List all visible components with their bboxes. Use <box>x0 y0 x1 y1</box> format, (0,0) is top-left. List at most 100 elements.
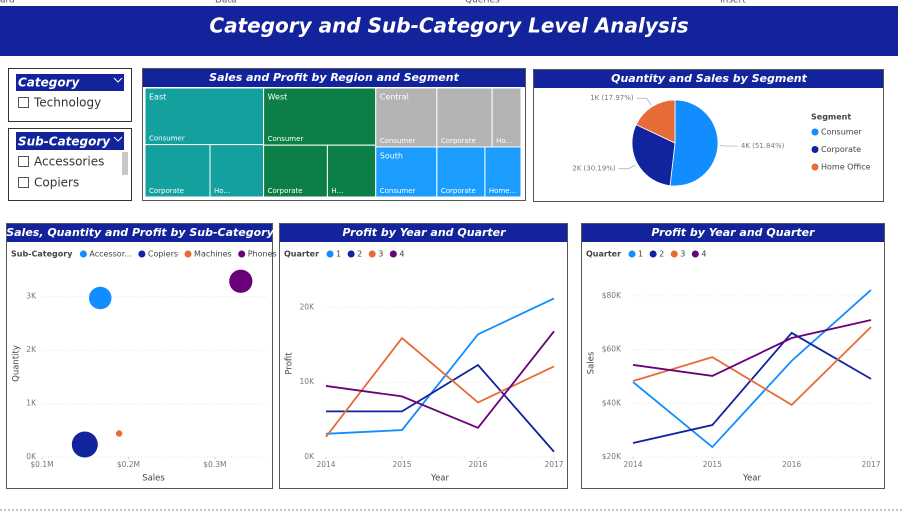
slicer-header[interactable] <box>16 74 124 91</box>
slicer-item[interactable]: Accessories <box>34 155 104 169</box>
scrollbar[interactable] <box>122 152 128 175</box>
slicer-title: Category <box>18 76 81 90</box>
treemap-cell <box>263 144 328 198</box>
series-line <box>632 326 872 407</box>
x-tick-label: 2015 <box>703 460 722 469</box>
bubble <box>88 286 112 310</box>
cell-label: Ho... <box>496 137 512 145</box>
legend-entry: Consumer <box>821 128 863 137</box>
cell-label: Consumer <box>380 187 416 195</box>
chart-title: Quantity and Sales by Segment <box>611 72 808 85</box>
checkbox[interactable] <box>18 97 29 108</box>
legend-marker <box>238 250 246 258</box>
legend-entry: 3 <box>378 250 383 259</box>
legend-marker <box>670 250 678 258</box>
y-tick-label: 2K <box>26 345 37 354</box>
slicer-item[interactable]: Copiers <box>34 176 79 190</box>
cell-label: Corporate <box>268 187 303 195</box>
region-label: Central <box>380 93 409 102</box>
y-axis-label: Profit <box>285 352 295 375</box>
cell-label: Corporate <box>149 187 184 195</box>
series-line <box>325 330 555 429</box>
chart-title: Sales, Quantity and Profit by Sub-Catego… <box>6 226 274 239</box>
page-title: Category and Sub-Category Level Analysis <box>209 14 688 38</box>
y-tick-label: $80K <box>602 291 622 300</box>
slicer-header[interactable] <box>16 132 124 150</box>
checkbox[interactable] <box>18 156 29 167</box>
legend-marker <box>79 250 87 258</box>
legend-marker <box>649 250 657 258</box>
legend-title: Quarter <box>586 250 621 259</box>
legend-marker <box>811 163 819 171</box>
cell-label: H... <box>331 187 343 195</box>
panel-title-bar <box>143 69 525 87</box>
y-tick-label: 20K <box>300 302 316 311</box>
tab[interactable]: Data <box>215 0 237 6</box>
panel <box>581 223 885 489</box>
panel-title-bar <box>7 224 272 242</box>
x-tick-label: 2017 <box>544 460 563 469</box>
tab[interactable]: ard <box>0 0 15 6</box>
legend-marker <box>691 250 699 258</box>
region-label: East <box>149 93 166 102</box>
cell-label: Home... <box>489 187 516 195</box>
legend-entry: 1 <box>638 250 643 259</box>
checkbox[interactable] <box>18 177 29 188</box>
x-tick-label: 2014 <box>623 460 642 469</box>
slicer-item[interactable]: Technology <box>33 96 101 110</box>
x-tick-label: $0.3M <box>203 460 226 469</box>
treemap-cell <box>144 87 265 146</box>
y-tick-label: $60K <box>602 345 622 354</box>
legend-marker <box>389 250 397 258</box>
leader-line <box>636 97 652 106</box>
legend-entry: 4 <box>701 250 706 259</box>
panel-title-bar <box>280 224 567 242</box>
chevron[interactable] <box>113 136 123 142</box>
bubble <box>229 269 253 293</box>
chart-title: Sales and Profit by Region and Segment <box>209 71 459 84</box>
bubble <box>115 430 123 437</box>
legend-marker <box>184 250 192 258</box>
legend-entry: 2 <box>659 250 664 259</box>
chart-title: Profit by Year and Quarter <box>651 226 815 239</box>
cell-label: Consumer <box>380 137 416 145</box>
treemap-cell <box>484 146 522 198</box>
legend-title: Sub-Category <box>11 250 73 259</box>
pie-slice <box>635 99 676 144</box>
legend-marker <box>347 250 355 258</box>
treemap-cell <box>263 87 377 146</box>
x-axis-label: Year <box>742 474 762 484</box>
series-line <box>326 363 555 453</box>
treemap-cell <box>375 87 438 148</box>
legend-marker <box>368 250 376 258</box>
series-line <box>325 297 555 435</box>
chevron[interactable] <box>113 77 123 83</box>
cell-label: Consumer <box>149 135 185 143</box>
bubble <box>71 431 98 458</box>
treemap-cell <box>436 146 486 198</box>
series-line <box>632 331 872 444</box>
x-tick-label: 2016 <box>782 460 801 469</box>
legend-title: Quarter <box>284 250 319 259</box>
legend-entry: 2 <box>357 250 362 259</box>
legend-entry: Corporate <box>821 145 861 154</box>
series-line <box>325 336 555 438</box>
legend-entry: 1 <box>336 250 341 259</box>
series-line <box>632 289 872 449</box>
y-tick-label: 0K <box>26 452 37 461</box>
pie-slice <box>631 124 676 187</box>
tab[interactable]: Queries <box>465 0 500 6</box>
legend-entry: 4 <box>399 250 404 259</box>
panel-title-bar <box>534 70 883 88</box>
data-label: 2K (30.19%) <box>572 165 616 173</box>
slicer-title: Sub-Category <box>18 135 111 149</box>
x-tick-label: 2017 <box>861 460 880 469</box>
cell-label: Consumer <box>268 135 304 143</box>
legend-entry: Home Office <box>821 163 871 172</box>
chart-title: Profit by Year and Quarter <box>342 226 506 239</box>
tab[interactable]: Insert <box>720 0 746 6</box>
y-axis-label: Sales <box>587 351 597 374</box>
y-tick-label: 10K <box>300 377 316 386</box>
data-label: 1K (17.97%) <box>590 94 634 102</box>
